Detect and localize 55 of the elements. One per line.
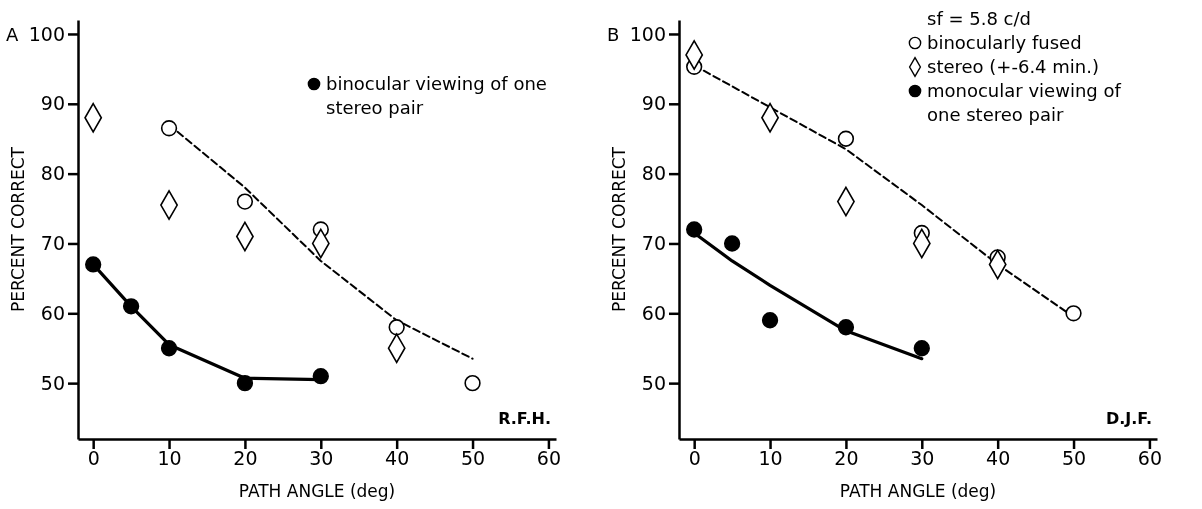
point bbox=[312, 368, 329, 385]
x-tick-label: 40 bbox=[986, 447, 1011, 470]
x-tick-label: 30 bbox=[309, 447, 334, 470]
legend-label: binocularly fused bbox=[927, 32, 1082, 53]
point bbox=[686, 221, 703, 238]
legend-title: sf = 5.8 c/d bbox=[927, 8, 1031, 29]
point bbox=[122, 298, 140, 315]
x-axis-title: PATH ANGLE (deg) bbox=[839, 481, 997, 501]
x-tick-label: 60 bbox=[536, 447, 562, 470]
legend-label: stereo (+-6.4 min.) bbox=[927, 56, 1099, 77]
chart-title: B bbox=[607, 23, 620, 45]
point bbox=[236, 374, 254, 392]
y-tick-label: 50 bbox=[641, 371, 666, 394]
y-tick-label: 80 bbox=[40, 162, 65, 185]
y-tick-label: 50 bbox=[40, 371, 65, 394]
x-tick-label: 60 bbox=[1137, 447, 1163, 470]
point bbox=[913, 340, 930, 357]
x-tick-label: 50 bbox=[1061, 447, 1087, 470]
x-tick-label: 10 bbox=[157, 447, 182, 470]
y-tick-label: 70 bbox=[641, 232, 666, 255]
point bbox=[837, 130, 855, 147]
y-tick-label: 80 bbox=[641, 162, 666, 185]
chart-title: A bbox=[6, 23, 19, 45]
x-tick-label: 40 bbox=[385, 447, 410, 470]
legend-label: monocular viewing of one stereo pair bbox=[927, 80, 1122, 125]
x-tick-label: 20 bbox=[233, 447, 258, 470]
y-axis-title: PERCENT CORRECT bbox=[609, 146, 629, 312]
point bbox=[723, 235, 741, 252]
y-axis-title: PERCENT CORRECT bbox=[8, 146, 28, 312]
point bbox=[85, 256, 102, 273]
x-tick-label: 20 bbox=[834, 447, 859, 470]
y-tick-label: 90 bbox=[40, 92, 65, 115]
annotation: R.F.H. bbox=[498, 409, 551, 428]
x-tick-label: 50 bbox=[460, 447, 486, 470]
y-tick-label: 90 bbox=[641, 92, 666, 115]
x-tick-label: 30 bbox=[910, 447, 935, 470]
x-tick-label: 0 bbox=[87, 447, 100, 470]
y-tick-label: 70 bbox=[40, 232, 65, 255]
y-tick-label: 60 bbox=[40, 301, 65, 324]
point bbox=[160, 120, 178, 137]
point bbox=[1065, 305, 1082, 322]
y-tick-label: 100 bbox=[28, 22, 65, 45]
x-tick-label: 0 bbox=[688, 447, 701, 470]
y-tick-label: 100 bbox=[629, 22, 666, 45]
annotation: D.J.F. bbox=[1105, 409, 1152, 428]
point bbox=[761, 312, 779, 329]
point bbox=[236, 193, 254, 210]
x-tick-label: 10 bbox=[758, 447, 783, 470]
legend-label: binocular viewing of one stereo pair bbox=[326, 73, 547, 118]
point bbox=[388, 319, 405, 336]
point bbox=[464, 374, 481, 392]
y-tick-label: 60 bbox=[641, 301, 666, 324]
point bbox=[160, 340, 178, 357]
point bbox=[837, 319, 855, 336]
x-axis-title: PATH ANGLE (deg) bbox=[238, 481, 396, 501]
